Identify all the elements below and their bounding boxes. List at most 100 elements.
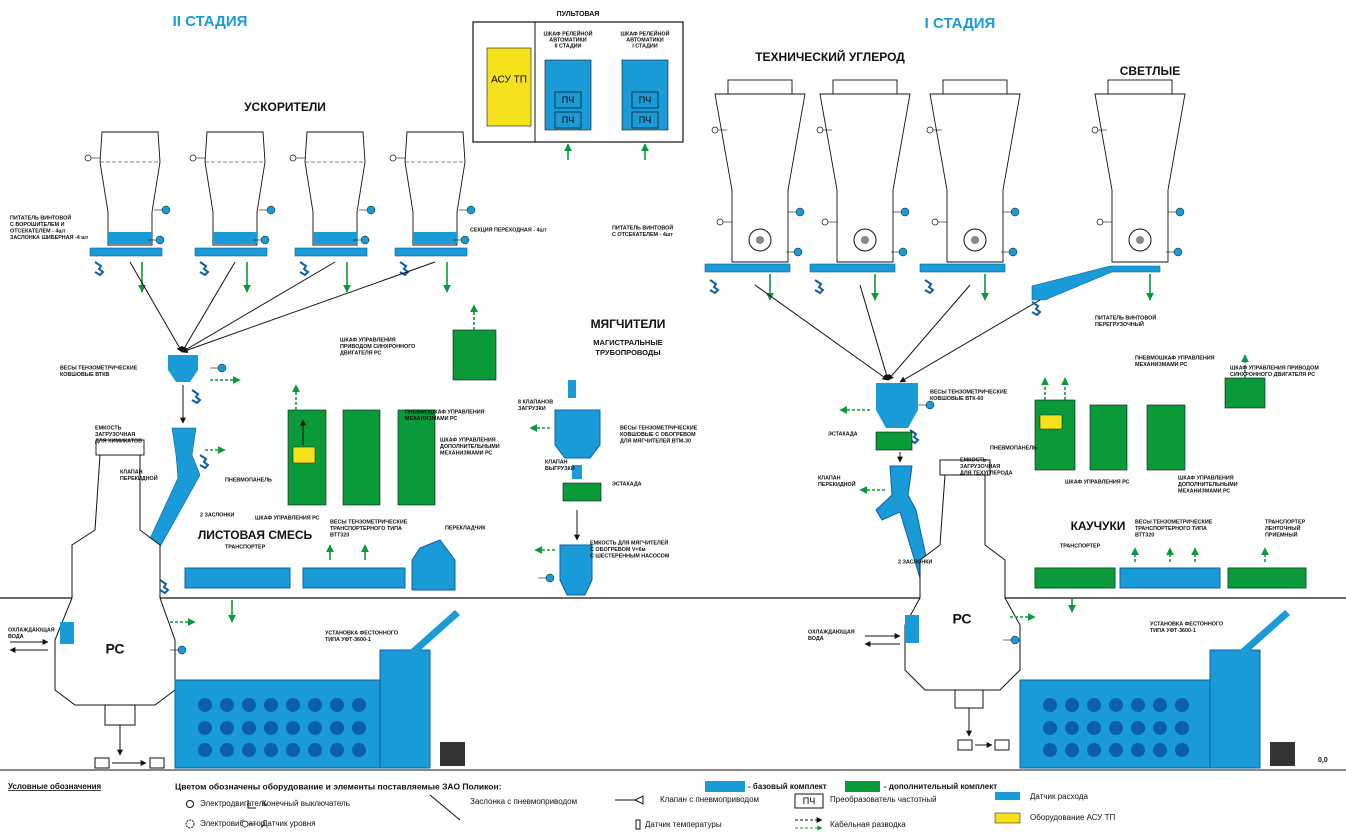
callout-label: СИНХРОННОГО ДВИГАТЕЛЯ РС — [1230, 372, 1315, 378]
rotary-hub — [1136, 236, 1144, 244]
callout-label: КОВШОВЫЕ ВТК-60 — [930, 396, 983, 402]
callout-label: ВТТ320 — [1135, 532, 1154, 538]
gate — [108, 232, 152, 244]
sensor — [1009, 248, 1017, 256]
callout-label: ДОПОЛНИТЕЛЬНЫМИ — [440, 444, 500, 450]
sensor — [546, 574, 554, 582]
callout-label: УСТАНОВКА ФЕСТОННОГО — [325, 630, 398, 636]
legend-item: Заслонка с пневмоприводом — [470, 797, 577, 806]
callout-label: ШКАФ УПРАВЛЕНИЯ РС — [1065, 479, 1130, 485]
rotary-hub — [861, 236, 869, 244]
festoon-roll — [330, 698, 344, 712]
festoon-roll — [242, 698, 256, 712]
callout-label: ЭСТАКАДА — [612, 481, 642, 487]
cabinet — [1035, 400, 1075, 470]
gate — [213, 232, 257, 244]
callout-label: ПНЕВМОПАНЕЛЬ — [990, 445, 1037, 451]
level-mark: 0,0 — [1318, 757, 1328, 764]
screw-feeder — [195, 248, 267, 256]
festoon-roll — [1131, 721, 1145, 735]
pallet — [995, 740, 1009, 750]
festoon-roll — [1175, 698, 1189, 712]
cooling-block — [905, 615, 919, 643]
hopper — [305, 132, 365, 245]
callout-label: ЕМКОСТЬ — [95, 425, 122, 431]
festoon-roll — [330, 721, 344, 735]
callout-label: ДВИГАТЕЛЯ РС — [340, 350, 381, 356]
vfd-label: ПЧ — [639, 95, 651, 105]
callout-label: 8 КЛАПАНОВ — [518, 399, 553, 405]
mixer-label: РС — [952, 611, 971, 627]
festoon-frame — [380, 650, 430, 768]
level-sensor — [932, 219, 938, 225]
cabinet — [398, 410, 435, 505]
level-sensor — [85, 155, 91, 161]
rotary-hub — [756, 236, 764, 244]
load-valve — [568, 380, 576, 398]
pallet — [95, 758, 109, 768]
festoon-roll — [286, 743, 300, 757]
legend-item: Электродвигатель — [200, 799, 268, 808]
sensor — [467, 206, 475, 214]
level-sensor — [717, 219, 723, 225]
callout-label: УСТАНОВКА ФЕСТОННОГО — [1150, 621, 1223, 627]
heated-weigher — [555, 410, 600, 458]
sensor — [178, 646, 186, 654]
callout-label: МЕХАНИЗМАМИ РС — [1135, 362, 1187, 368]
callout-label: ОХЛАЖДАЮЩАЯ — [808, 629, 855, 635]
callout-label: ВОДА — [8, 634, 24, 640]
callout-label: ШКАФ УПРАВЛЕНИЯ — [1178, 475, 1234, 481]
festoon-roll — [1153, 743, 1167, 757]
legend-base: - базовый комплект — [748, 782, 827, 791]
callout-label: ПРИЕМНЫЙ — [1265, 530, 1298, 538]
asu-label: АСУ ТП — [491, 75, 527, 86]
section-title: ТЕХНИЧЕСКИЙ УГЛЕРОД — [755, 49, 905, 64]
conveyor — [1035, 568, 1115, 588]
callout-label: КОВШОВЫЕ ВТКВ — [60, 372, 110, 378]
sensor — [1176, 208, 1184, 216]
callout-label: ШКАФ УПРАВЛЕНИЯ РС — [255, 515, 320, 521]
callout-label: ТРАНСПОРТЕР — [1060, 543, 1101, 549]
gate — [413, 232, 457, 244]
festoon-roll — [330, 743, 344, 757]
callout-label: ТИПА УФТ-3600-1 — [325, 637, 371, 643]
hopper-cap — [833, 80, 897, 94]
callout-label: ТРАНСПОРТЕР — [225, 544, 266, 550]
callout-label: КЛАПАН — [818, 475, 841, 481]
festoon-roll — [220, 698, 234, 712]
callout-label: ЛЕНТОЧНЫЙ — [1265, 524, 1301, 532]
sensor — [794, 248, 802, 256]
section-title: УСКОРИТЕЛИ — [244, 100, 326, 114]
festoon-roll — [1153, 721, 1167, 735]
cabinet-caption: ШКАФ РЕЛЕЙНОЙ — [621, 29, 670, 37]
festoon-roll — [1131, 698, 1145, 712]
weigher — [876, 383, 918, 428]
screw-feeder — [920, 264, 1005, 272]
callout-label: ПРИВОДОМ СИНХРОННОГО — [340, 344, 415, 350]
festoon-roll — [352, 743, 366, 757]
festoon-roll — [352, 698, 366, 712]
pallet — [958, 740, 972, 750]
callout-label: ШКАФ УПРАВЛЕНИЯ — [440, 437, 496, 443]
festoon-roll — [220, 721, 234, 735]
level-sensor — [817, 127, 823, 133]
discharge — [955, 690, 983, 708]
sensor — [261, 236, 269, 244]
callout-label: С ОТСЕКАТЕЛЕМ - 4шт — [612, 232, 673, 238]
festoon-roll — [1109, 698, 1123, 712]
section-subtitle: ТРУБОПРОВОДЫ — [595, 348, 660, 357]
cabinet — [1147, 405, 1185, 470]
level-sensor — [712, 127, 718, 133]
festoon-roll — [242, 743, 256, 757]
softener-tank — [560, 545, 592, 595]
festoon-roll — [198, 743, 212, 757]
festoon-roll — [1065, 698, 1079, 712]
hopper — [100, 132, 160, 245]
callout-label: ЗАГРУЗОЧНАЯ — [95, 432, 135, 438]
callout-label: ЗАГРУЗОЧНАЯ — [960, 464, 1000, 470]
festoon-roll — [1109, 721, 1123, 735]
mixer-label: РС — [105, 641, 124, 657]
sensor — [1011, 636, 1019, 644]
stacked-batch — [1270, 742, 1295, 766]
section-title: МЯГЧИТЕЛИ — [591, 317, 666, 331]
